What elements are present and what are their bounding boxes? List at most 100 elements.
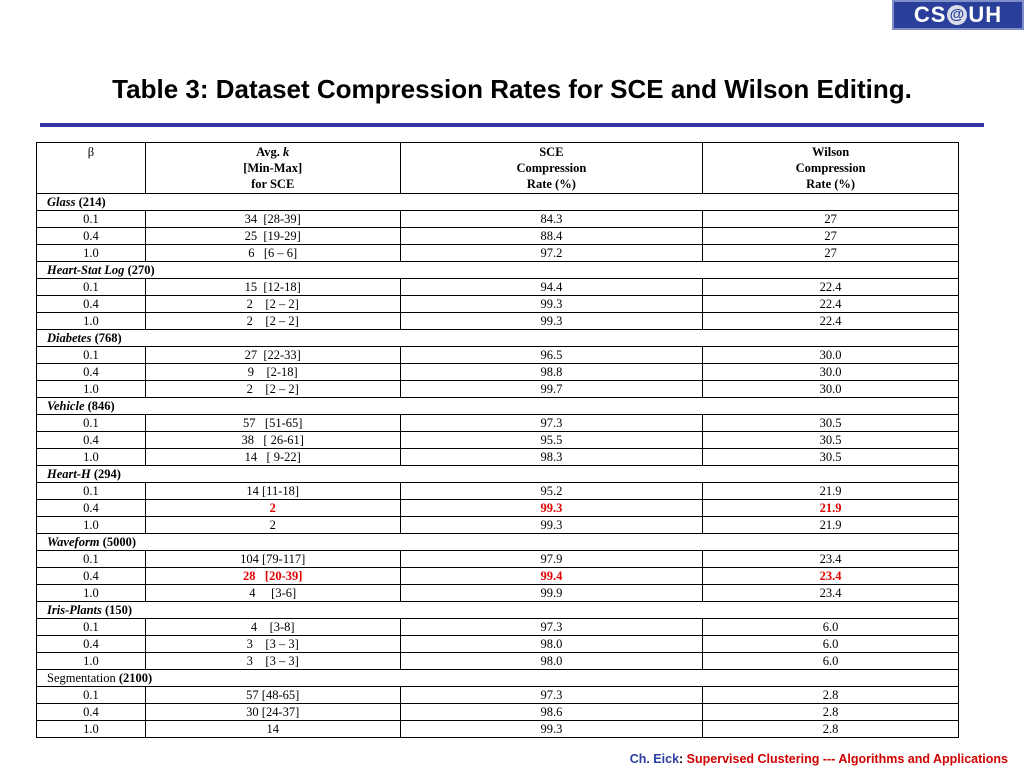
wilson-rate-cell: 30.5 xyxy=(702,414,959,432)
table-row: 0.4 9 [2-18] 98.8 30.0 xyxy=(36,363,959,381)
sce-rate-cell: 98.0 xyxy=(399,652,704,670)
table-header-row: β Avg. k [Min-Max] for SCE SCE Compressi… xyxy=(36,142,959,194)
beta-cell: 0.4 xyxy=(36,295,146,313)
sce-rate-cell: 95.2 xyxy=(399,482,704,500)
avg-k-cell: 4 [3-6] xyxy=(144,584,401,602)
compression-table: β Avg. k [Min-Max] for SCE SCE Compressi… xyxy=(36,142,959,738)
beta-cell: 1.0 xyxy=(36,244,146,262)
wilson-rate-cell: 30.0 xyxy=(702,363,959,381)
table-row: 0.4 28 [20-39] 99.4 23.4 xyxy=(36,567,959,585)
wilson-rate-cell: 6.0 xyxy=(702,652,959,670)
beta-cell: 1.0 xyxy=(36,584,146,602)
header-wilson-line3: Rate (%) xyxy=(806,177,856,191)
beta-cell: 0.1 xyxy=(36,414,146,432)
wilson-rate-cell: 21.9 xyxy=(702,516,959,534)
table-row: 1.0 2 [2 – 2] 99.3 22.4 xyxy=(36,312,959,330)
avg-k-cell: 34 [28-39] xyxy=(144,210,401,228)
sce-rate-cell: 99.3 xyxy=(399,516,704,534)
avg-k-cell: 2 [2 – 2] xyxy=(144,312,401,330)
header-wilson-line1: Wilson xyxy=(811,145,850,159)
wilson-rate-cell: 23.4 xyxy=(702,584,959,602)
wilson-rate-cell: 22.4 xyxy=(702,295,959,313)
dataset-size: (768) xyxy=(94,331,122,345)
dataset-size: (2100) xyxy=(118,671,153,685)
avg-k-cell: 28 [20-39] xyxy=(144,567,401,585)
dataset-size: (5000) xyxy=(102,535,136,549)
wilson-rate-cell: 27 xyxy=(702,227,959,245)
beta-cell: 0.1 xyxy=(36,278,146,296)
sce-rate-cell: 99.3 xyxy=(399,720,704,738)
header-sce-line2: Compression xyxy=(516,161,587,175)
sce-rate-cell: 88.4 xyxy=(399,227,704,245)
sce-rate-cell: 84.3 xyxy=(399,210,704,228)
sce-rate-cell: 99.9 xyxy=(399,584,704,602)
wilson-rate-cell: 22.4 xyxy=(702,312,959,330)
table-row: 1.0 4 [3-6] 99.9 23.4 xyxy=(36,584,959,602)
table-row: 1.0 14 [ 9-22] 98.3 30.5 xyxy=(36,448,959,466)
sce-rate-cell: 98.8 xyxy=(399,363,704,381)
dataset-name: Glass xyxy=(47,195,76,209)
sce-rate-cell: 99.7 xyxy=(399,380,704,398)
beta-cell: 0.1 xyxy=(36,686,146,704)
wilson-rate-cell: 21.9 xyxy=(702,482,959,500)
header-sce-rate: SCE Compression Rate (%) xyxy=(399,142,704,194)
wilson-rate-cell: 30.5 xyxy=(702,448,959,466)
wilson-rate-cell: 2.8 xyxy=(702,720,959,738)
header-beta-text: β xyxy=(87,145,95,159)
wilson-rate-cell: 2.8 xyxy=(702,686,959,704)
sce-rate-cell: 98.6 xyxy=(399,703,704,721)
group-header-row: Heart-Stat Log (270) xyxy=(36,261,959,279)
table-row: 0.1 34 [28-39] 84.3 27 xyxy=(36,210,959,228)
header-avg-k-text: Avg. k xyxy=(256,145,290,159)
dataset-group-label: Vehicle (846) xyxy=(36,397,959,415)
wilson-rate-cell: 30.0 xyxy=(702,346,959,364)
dataset-group-label: Heart-Stat Log (270) xyxy=(36,261,959,279)
dataset-group-label: Segmentation (2100) xyxy=(36,669,959,687)
group-header-row: Segmentation (2100) xyxy=(36,669,959,687)
table-row: 0.4 38 [ 26-61] 95.5 30.5 xyxy=(36,431,959,449)
avg-k-cell: 30 [24-37] xyxy=(144,703,401,721)
footer-topic: Supervised Clustering --- Algorithms and… xyxy=(686,752,1008,766)
dataset-name: Vehicle xyxy=(47,399,85,413)
beta-cell: 1.0 xyxy=(36,652,146,670)
table-row: 1.0 2 99.3 21.9 xyxy=(36,516,959,534)
sce-rate-cell: 99.4 xyxy=(399,567,704,585)
dataset-size: (270) xyxy=(127,263,155,277)
slide-footer: Ch. Eick: Supervised Clustering --- Algo… xyxy=(630,752,1008,766)
beta-cell: 0.4 xyxy=(36,499,146,517)
group-header-row: Glass (214) xyxy=(36,193,959,211)
table-row: 0.1 27 [22-33] 96.5 30.0 xyxy=(36,346,959,364)
beta-cell: 1.0 xyxy=(36,448,146,466)
sce-rate-cell: 95.5 xyxy=(399,431,704,449)
sce-rate-cell: 97.3 xyxy=(399,414,704,432)
avg-k-cell: 4 [3-8] xyxy=(144,618,401,636)
group-header-row: Vehicle (846) xyxy=(36,397,959,415)
dataset-group-label: Heart-H (294) xyxy=(36,465,959,483)
beta-cell: 0.4 xyxy=(36,363,146,381)
logo-text-cs: CS xyxy=(913,2,947,27)
title-divider xyxy=(40,123,984,127)
dataset-group-label: Glass (214) xyxy=(36,193,959,211)
header-wilson-rate: Wilson Compression Rate (%) xyxy=(702,142,959,194)
dataset-size: (294) xyxy=(93,467,121,481)
header-avg-k-line3: for SCE xyxy=(251,177,295,191)
cs-uh-logo: CS @ UH xyxy=(892,0,1024,30)
beta-cell: 1.0 xyxy=(36,516,146,534)
footer-separator: : xyxy=(679,752,687,766)
avg-k-cell: 2 xyxy=(144,499,401,517)
beta-cell: 0.1 xyxy=(36,210,146,228)
table-row: 0.1 4 [3-8] 97.3 6.0 xyxy=(36,618,959,636)
wilson-rate-cell: 23.4 xyxy=(702,567,959,585)
avg-k-cell: 3 [3 – 3] xyxy=(144,635,401,653)
header-wilson-line2: Compression xyxy=(795,161,866,175)
sce-rate-cell: 97.3 xyxy=(399,618,704,636)
header-avg-k: Avg. k [Min-Max] for SCE xyxy=(144,142,401,194)
header-k-variable: k xyxy=(283,145,290,159)
wilson-rate-cell: 21.9 xyxy=(702,499,959,517)
group-header-row: Iris-Plants (150) xyxy=(36,601,959,619)
logo-text-uh: UH xyxy=(968,2,1003,27)
sce-rate-cell: 98.3 xyxy=(399,448,704,466)
wilson-rate-cell: 30.0 xyxy=(702,380,959,398)
avg-k-cell: 6 [6 – 6] xyxy=(144,244,401,262)
beta-cell: 1.0 xyxy=(36,380,146,398)
